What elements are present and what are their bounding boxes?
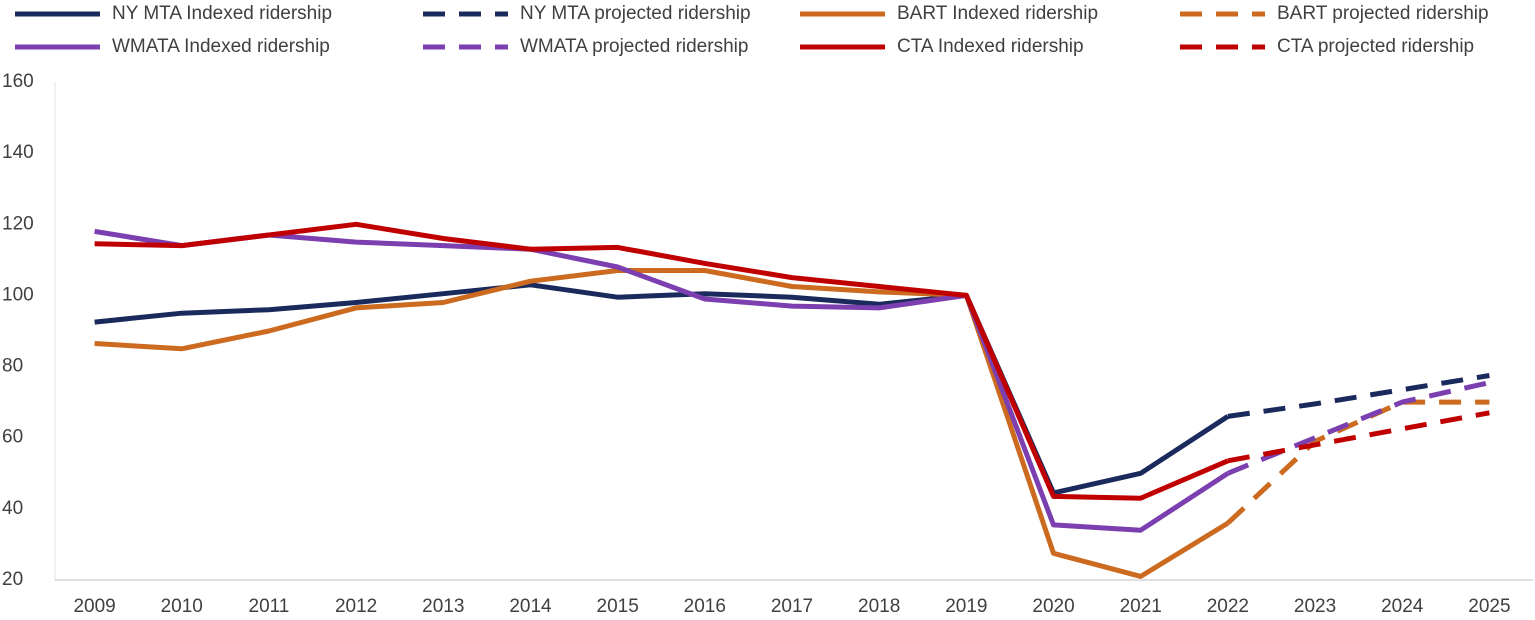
series-line [1227, 373, 1490, 419]
y-tick-label: 60 [2, 427, 23, 448]
series-line [1226, 399, 1490, 525]
x-tick-label: 2018 [858, 596, 900, 617]
y-tick-label: 40 [2, 498, 23, 519]
legend-label: NY MTA projected ridership [520, 3, 751, 24]
y-tick-label: 20 [2, 569, 23, 590]
legend-label: WMATA Indexed ridership [112, 36, 330, 57]
series-line [1226, 380, 1490, 476]
y-tick-label: 100 [2, 284, 34, 305]
series-line [94, 282, 1230, 496]
series-line [94, 268, 1230, 579]
x-tick-label: 2014 [509, 596, 552, 617]
x-tick-label: 2025 [1468, 596, 1510, 617]
x-tick-label: 2013 [422, 596, 464, 617]
x-tick-label: 2021 [1120, 596, 1162, 617]
x-tick-label: 2020 [1032, 596, 1074, 617]
series-line [94, 221, 1229, 501]
y-tick-label: 120 [2, 213, 34, 234]
series-line [1227, 410, 1490, 464]
legend-label: WMATA projected ridership [520, 36, 748, 57]
legend-label: BART Indexed ridership [897, 3, 1098, 24]
y-tick-label: 80 [2, 356, 23, 377]
x-tick-label: 2012 [335, 596, 377, 617]
x-tick-label: 2016 [684, 596, 726, 617]
x-tick-label: 2011 [249, 596, 290, 617]
legend-label: CTA Indexed ridership [897, 36, 1084, 57]
y-tick-label: 160 [2, 71, 34, 92]
legend-label: BART projected ridership [1277, 3, 1489, 24]
x-tick-label: 2010 [161, 596, 203, 617]
series-line [94, 228, 1230, 533]
x-tick-label: 2023 [1294, 596, 1336, 617]
x-tick-label: 2024 [1381, 596, 1424, 617]
x-tick-label: 2015 [597, 596, 639, 617]
x-tick-label: 2022 [1207, 596, 1249, 617]
x-tick-label: 2009 [73, 596, 115, 617]
legend-label: CTA projected ridership [1277, 36, 1474, 57]
x-tick-label: 2017 [771, 596, 813, 617]
x-tick-label: 2019 [945, 596, 987, 617]
y-tick-label: 140 [2, 142, 34, 163]
legend-label: NY MTA Indexed ridership [112, 3, 332, 24]
